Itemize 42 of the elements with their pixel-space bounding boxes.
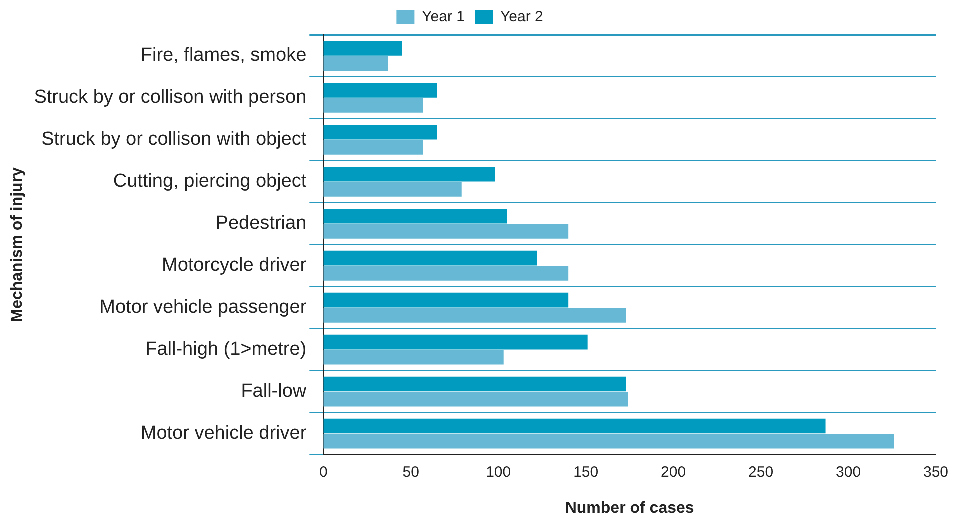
bar <box>324 376 626 392</box>
y-tick-label: Motor vehicle passenger <box>100 297 308 318</box>
y-tick-label: Pedestrian <box>216 213 307 234</box>
y-tick-label: Struck by or collison with object <box>42 129 308 150</box>
bar <box>324 224 569 239</box>
bar <box>324 434 894 449</box>
x-tick-label: 350 <box>923 464 949 481</box>
y-tick-label: Motorcycle driver <box>162 255 308 276</box>
x-tick-label: 200 <box>661 464 686 481</box>
bar <box>324 266 569 281</box>
y-tick-label: Fall-low <box>241 381 307 402</box>
bar <box>324 166 496 182</box>
bar <box>324 308 626 323</box>
bar <box>324 140 424 155</box>
legend-label: Year 2 <box>500 8 544 26</box>
y-tick-label: Cutting, piercing object <box>113 171 308 192</box>
y-tick-label: Motor vehicle driver <box>140 423 308 444</box>
bar <box>324 124 438 140</box>
bar <box>324 83 438 98</box>
x-tick-label: 300 <box>836 464 862 481</box>
x-tick-label: 50 <box>402 464 420 481</box>
y-tick-label: Fire, flames, smoke <box>140 45 307 66</box>
y-axis-title: Mechanism of injury <box>9 167 26 322</box>
y-tick-label: Fall-high (1>metre) <box>146 339 307 360</box>
bar <box>324 182 462 197</box>
bar <box>324 56 388 71</box>
y-tick-label: Struck by or collison with person <box>34 87 307 108</box>
x-axis-title: Number of cases <box>565 500 694 517</box>
bar <box>324 98 424 113</box>
bar <box>324 334 588 350</box>
x-tick-label: 250 <box>748 464 774 481</box>
bar <box>324 292 569 308</box>
bar <box>324 392 628 407</box>
x-tick-label: 0 <box>319 464 328 481</box>
x-tick-label: 100 <box>486 464 512 481</box>
bar <box>324 418 826 434</box>
bar <box>324 250 538 266</box>
bar <box>324 350 504 365</box>
legend-label: Year 1 <box>422 8 466 26</box>
bar <box>324 41 402 56</box>
x-tick-label: 150 <box>574 464 599 481</box>
bar <box>324 208 508 224</box>
